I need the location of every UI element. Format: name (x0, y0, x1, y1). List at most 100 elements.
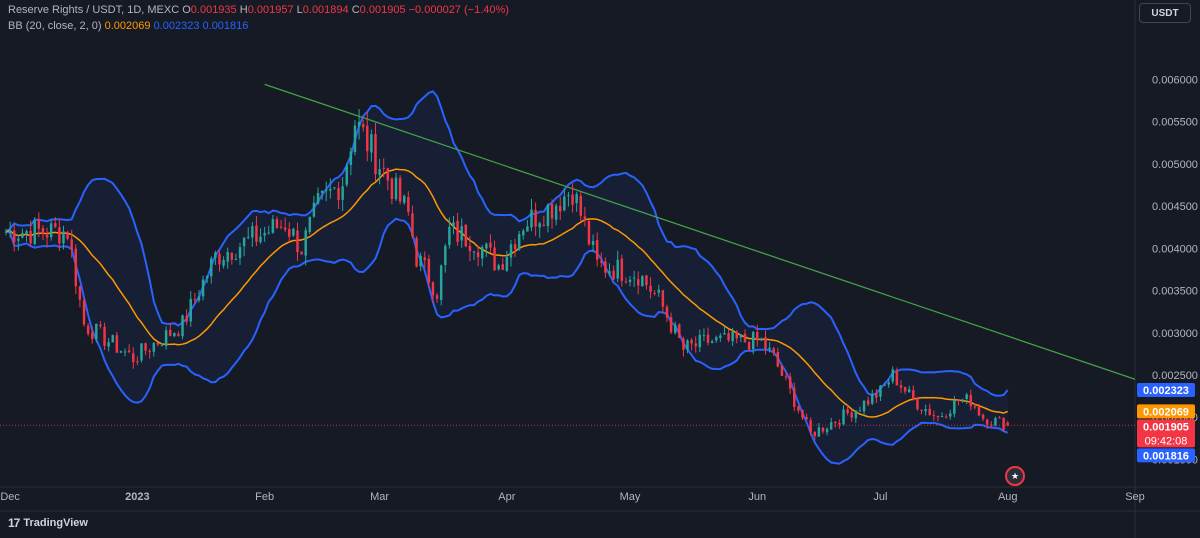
candle-body (994, 418, 997, 426)
candle-body (168, 330, 172, 336)
candle-body (957, 399, 960, 401)
x-tick-label: 2023 (125, 491, 149, 503)
candle-body (977, 406, 981, 416)
candle-body (887, 382, 890, 385)
y-tick-label: 0.004000 (1152, 243, 1198, 255)
bb-lower-value: 0.001816 (202, 20, 249, 32)
candle-body (435, 295, 439, 299)
candle-body (489, 242, 492, 248)
currency-button[interactable]: USDT (1139, 3, 1191, 23)
bb-upper-line (5, 90, 1009, 397)
candle-body (173, 333, 176, 337)
candle-body (780, 365, 784, 376)
us-flag-icon[interactable]: ★ (1005, 466, 1025, 486)
candle-body (875, 393, 878, 398)
legend-o-label: O (182, 4, 191, 16)
candle-body (883, 384, 886, 386)
candle-body (899, 385, 903, 388)
candle-body (842, 409, 845, 425)
candle-body (694, 343, 697, 347)
candle-body (255, 225, 258, 242)
candle-body (616, 259, 619, 279)
legend-change: −0.000027 (−1.40%) (408, 4, 509, 16)
candle-body (788, 376, 792, 389)
candle-body (505, 256, 509, 271)
candle-body (316, 193, 320, 204)
candle-body (973, 406, 977, 408)
candle-body (481, 247, 484, 259)
x-tick-label: Aug (998, 491, 1018, 503)
candle-body (49, 223, 53, 238)
candle-body (370, 134, 373, 153)
tradingview-logo-icon: 17 (8, 516, 20, 530)
candle-body (90, 332, 94, 340)
candle-body (193, 299, 197, 301)
candle-body (793, 387, 796, 408)
candle-body (719, 335, 722, 338)
candle-body (205, 276, 209, 279)
candle-body (751, 331, 755, 350)
candle-body (985, 419, 989, 425)
candle-body (17, 238, 20, 241)
candle-body (735, 331, 739, 339)
price-tag (1137, 448, 1195, 463)
candle-body (226, 252, 229, 262)
candle-body (961, 399, 964, 401)
candle-body (583, 216, 587, 221)
candle-body (628, 279, 632, 282)
candle-body (715, 337, 718, 341)
candle-body (620, 258, 624, 281)
candle-body (439, 265, 443, 300)
candle-body (678, 324, 681, 339)
candle-body (907, 389, 911, 393)
candle-body (813, 432, 817, 437)
candle-body (283, 227, 287, 230)
candle-body (1006, 422, 1009, 426)
candle-body (641, 276, 644, 287)
candle-body (304, 230, 307, 256)
candle-body (337, 188, 340, 201)
candle-body (382, 167, 385, 169)
candle-body (312, 202, 316, 217)
candle-body (349, 151, 353, 166)
candle-body (37, 219, 41, 229)
candle-body (431, 282, 435, 296)
candle-body (632, 277, 636, 279)
tradingview-brand[interactable]: 17 TradingView (8, 516, 88, 530)
price-tag (1137, 404, 1195, 419)
candle-body (111, 335, 114, 343)
candle-body (144, 343, 147, 351)
x-tick-label: Dec (0, 491, 20, 503)
candle-body (969, 394, 973, 407)
candle-body (394, 177, 398, 200)
bb-legend[interactable]: BB (20, close, 2, 0) 0.002069 0.002323 0… (8, 20, 248, 32)
candle-body (550, 204, 554, 219)
candle-body (218, 253, 221, 265)
x-tick-label: May (620, 491, 641, 503)
candle-body (279, 226, 283, 228)
bb-label: BB (20, close, 2, 0) (8, 20, 102, 32)
candle-body (448, 226, 451, 246)
candle-body (624, 281, 628, 283)
candle-body (189, 298, 192, 322)
candle-body (637, 279, 640, 286)
candle-body (944, 416, 948, 418)
candle-body (468, 245, 472, 252)
candle-body (866, 400, 870, 405)
bb-upper-value: 0.002323 (153, 20, 200, 32)
legend-symbol: Reserve Rights / USDT, 1D, MEXC (8, 4, 180, 16)
candle-body (530, 209, 533, 228)
candle-body (160, 345, 164, 347)
candle-body (238, 247, 242, 259)
candle-body (686, 340, 689, 350)
candle-body (990, 424, 993, 426)
candle-body (419, 255, 422, 267)
candle-body (115, 335, 119, 353)
candle-body (357, 121, 361, 127)
candle-body (879, 385, 882, 397)
candle-body (710, 341, 714, 343)
candle-body (834, 421, 837, 423)
candle-body (45, 235, 49, 238)
candle-body (649, 285, 652, 292)
